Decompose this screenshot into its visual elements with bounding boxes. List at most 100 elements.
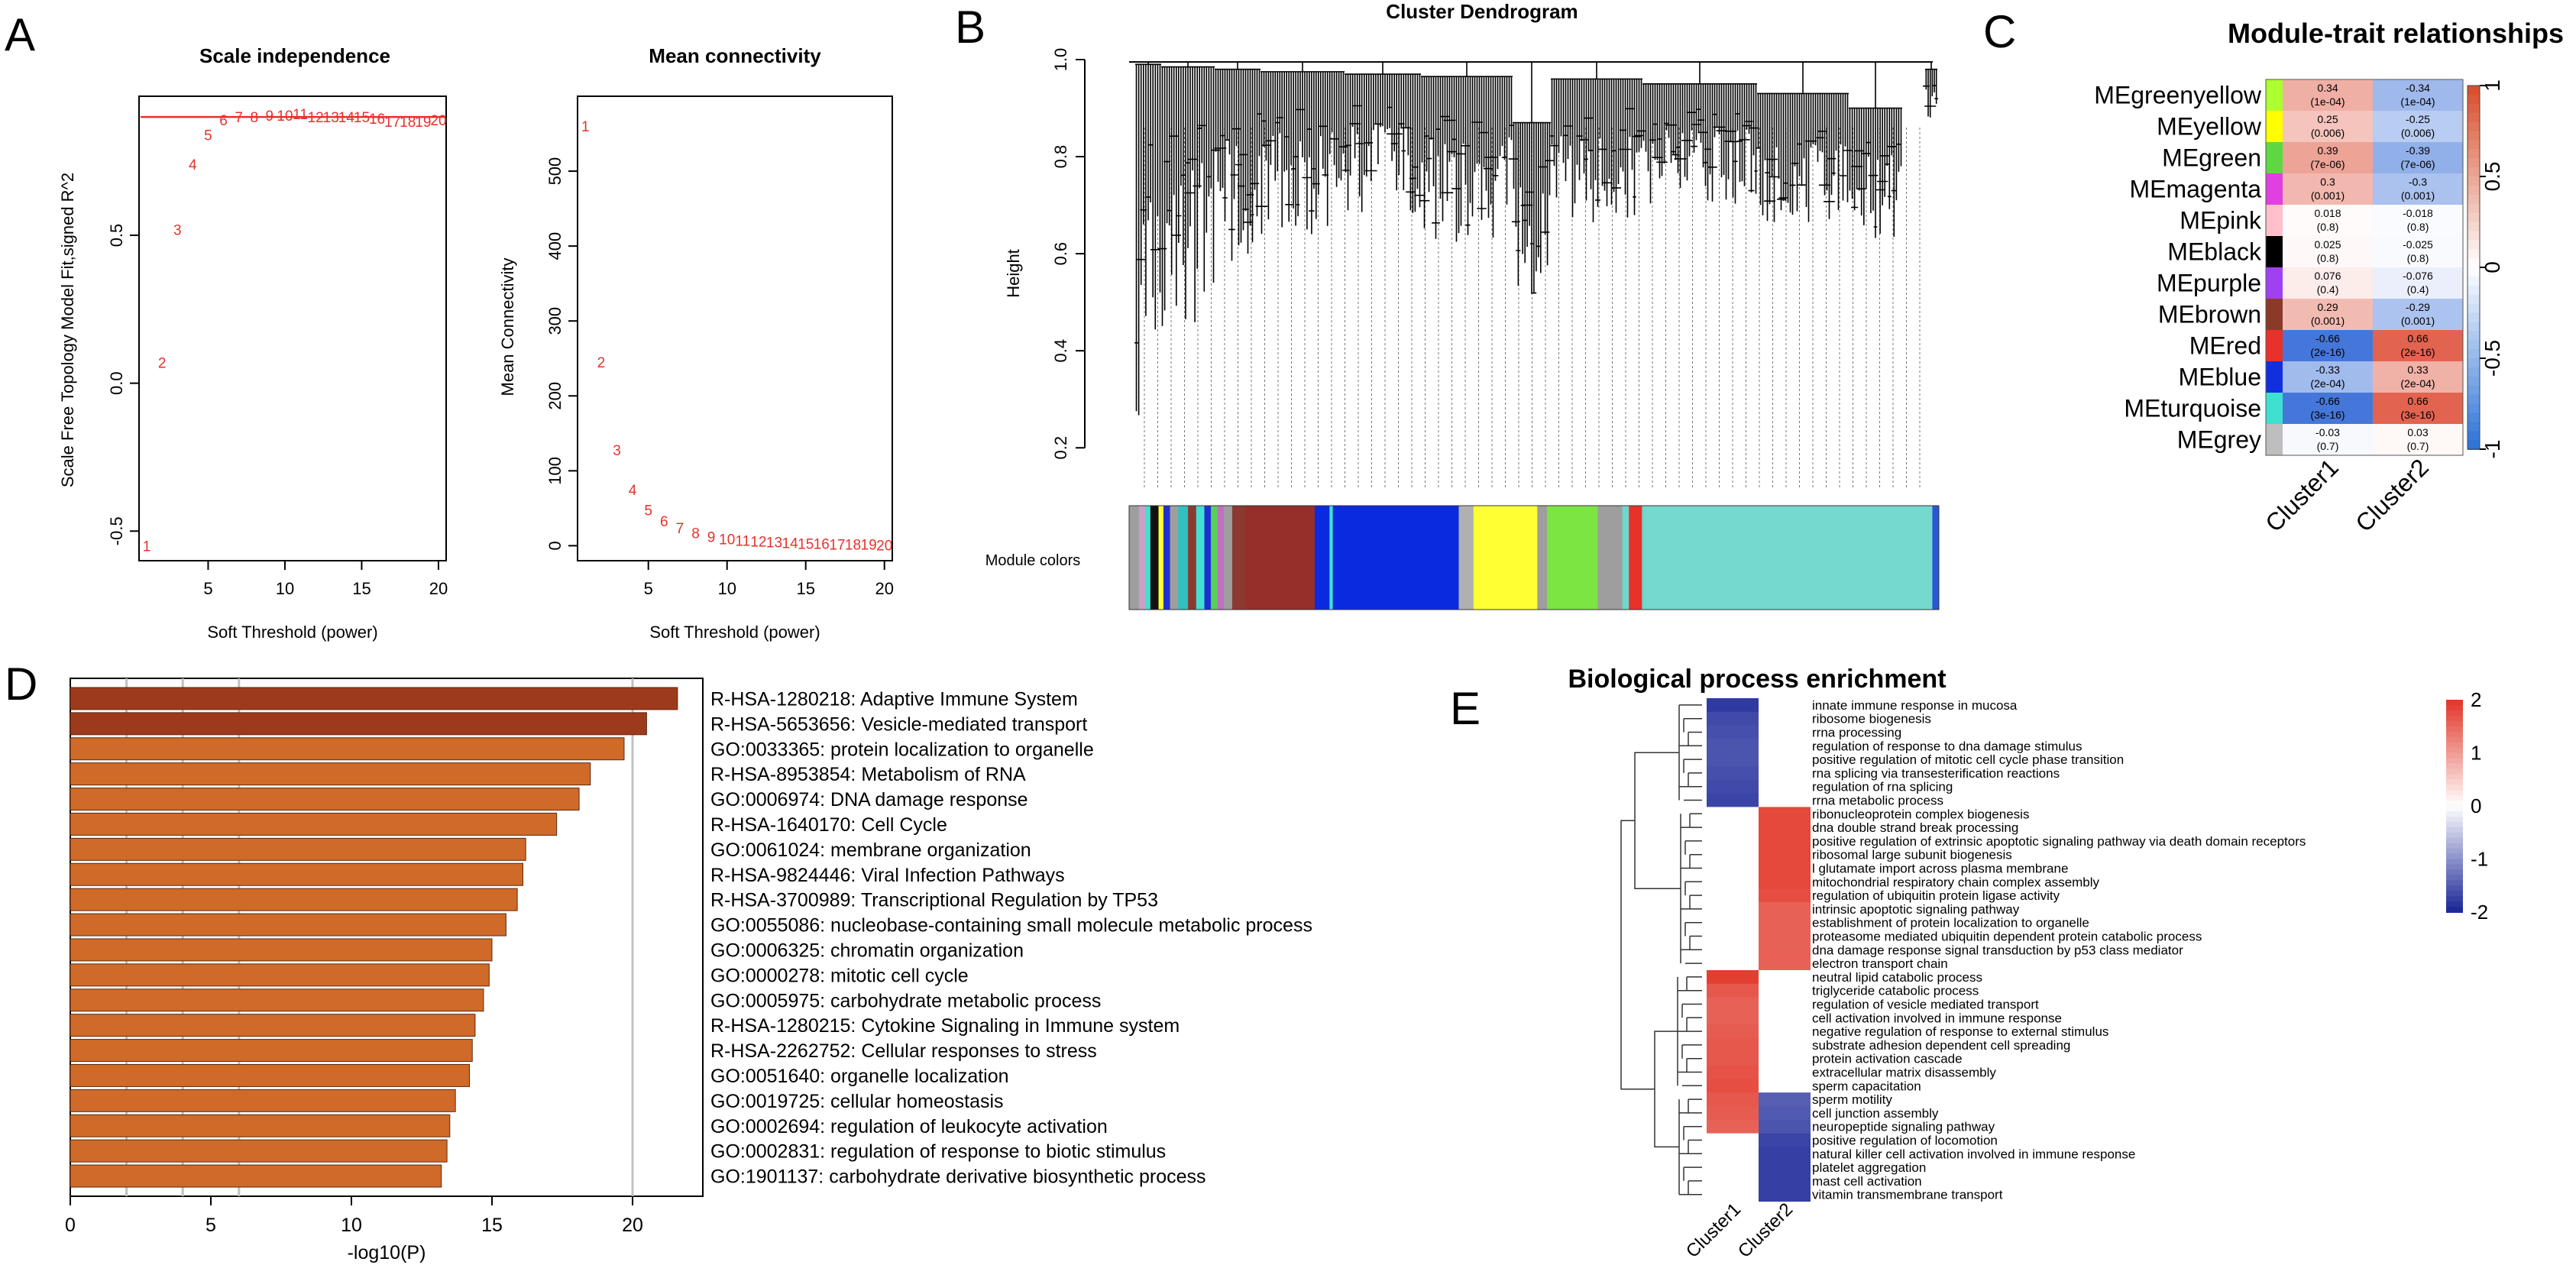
enrichment-bar (70, 888, 518, 911)
scale-independence-point-label: 19 (415, 115, 431, 131)
scale-independence-xtick-label: 20 (429, 579, 448, 598)
module-trait-correlation: -0.34 (2406, 82, 2430, 94)
enrichment-xtick-label: 20 (622, 1215, 643, 1236)
bp-enrichment-cell (1707, 1106, 1759, 1121)
module-trait-scale-step (2468, 294, 2480, 305)
module-name-label: MEturquoise (2124, 395, 2261, 422)
scale-independence-x-axis: 5 10 15 20 (203, 561, 448, 598)
enrichment-term-label: R-HSA-3700989: Transcriptional Regulatio… (710, 890, 1158, 911)
bp-enrichment-scale-step (2446, 795, 2463, 802)
module-trait-correlation: 0.33 (2407, 364, 2428, 376)
bp-enrichment-term: platelet aggregation (1812, 1160, 1926, 1175)
scale-independence-point-label: 4 (189, 157, 197, 173)
dendrogram-y-axis: 0.2 0.4 0.6 0.8 1.0 (1051, 48, 1086, 460)
bp-enrichment-cell (1707, 915, 1759, 930)
module-trait-scale-step (2468, 185, 2480, 196)
module-trait-pvalue: (3e-16) (2310, 409, 2345, 421)
dendrogram-branch-cluster (1642, 62, 1758, 204)
dendrogram-branch-cluster (1341, 62, 1426, 213)
bp-enrichment-cell (1707, 698, 1759, 713)
bp-enrichment-scale-step (2446, 710, 2463, 717)
enrichment-term-label: GO:0006325: chromatin organization (710, 940, 1024, 961)
scale-independence-point-label: 13 (323, 110, 339, 126)
module-trait-scale-step (2468, 231, 2480, 241)
bp-enrichment-scale-step (2446, 875, 2463, 882)
bp-enrichment-scale-step (2446, 704, 2463, 711)
scale-independence-point-label: 14 (338, 110, 355, 126)
enrichment-bar (70, 837, 526, 861)
module-trait-correlation: 0.25 (2317, 113, 2338, 125)
bp-enrichment-scale-step (2446, 837, 2463, 844)
bp-enrichment-cell (1707, 983, 1759, 998)
bp-enrichment-term: cell junction assembly (1812, 1106, 1939, 1121)
module-trait-correlation: 0.076 (2314, 270, 2341, 282)
bp-enrichment-cell (1759, 1187, 1811, 1202)
module-color-segment (1150, 506, 1160, 610)
module-trait-pvalue: (7e-06) (2400, 158, 2435, 170)
mean-connectivity-title: Mean connectivity (649, 44, 821, 67)
module-name-label: MEyellow (2157, 113, 2262, 141)
module-color-segment (1188, 506, 1197, 610)
bp-enrichment-cell (1759, 1024, 1811, 1039)
module-trait-scale-step (2468, 103, 2480, 114)
enrichment-term-label: GO:0002831: regulation of response to bi… (710, 1141, 1166, 1163)
module-trait-pvalue: (0.4) (2407, 283, 2429, 296)
scale-independence-point-label: 6 (219, 113, 228, 129)
bp-enrichment-scale-step (2446, 774, 2463, 781)
bp-enrichment-cell (1707, 956, 1759, 971)
module-trait-pvalue: (0.8) (2317, 252, 2339, 264)
bp-enrichment-cell (1707, 1038, 1759, 1053)
bp-enrichment-cell (1707, 861, 1759, 875)
scale-independence-frame (138, 95, 447, 561)
module-trait-scale-step (2468, 149, 2480, 160)
mean-connectivity-point-label: 16 (814, 536, 830, 552)
enrichment-xtick-label: 10 (341, 1215, 362, 1236)
module-color-segment (1211, 506, 1218, 610)
module-trait-scale-step (2468, 240, 2480, 251)
module-trait-scale-step (2468, 358, 2480, 368)
dendrogram-ytick-label: 0.6 (1051, 242, 1070, 266)
module-trait-pvalue: (2e-04) (2310, 377, 2345, 390)
bp-enrichment-scale-label: -2 (2471, 901, 2488, 924)
bp-enrichment-cell (1759, 1079, 1811, 1093)
module-trait-scale-step (2468, 385, 2480, 396)
bp-enrichment-scale-step (2446, 790, 2463, 797)
module-trait-color-scale: 1 0.5 0 -0.5 -1 (2467, 79, 2504, 459)
module-trait-scale-label: -1 (2481, 440, 2504, 459)
bp-enrichment-cell (1707, 1024, 1759, 1039)
module-trait-scale-step (2468, 422, 2480, 432)
module-trait-cell (2373, 330, 2463, 361)
bp-enrichment-term: neutral lipid catabolic process (1812, 970, 1982, 985)
module-trait-panel: Module-trait relationships MEgreenyellow… (2094, 18, 2564, 537)
bp-enrichment-scale-label: 2 (2471, 688, 2481, 711)
module-trait-correlation: -0.03 (2315, 426, 2340, 438)
module-trait-cell (2373, 424, 2463, 455)
mean-connectivity-ytick-label: 100 (545, 457, 565, 485)
bp-enrichment-scale-step (2446, 752, 2463, 759)
module-trait-cell (2283, 142, 2373, 173)
module-name-label: MEgreenyellow (2094, 82, 2262, 109)
enrichment-bars (70, 687, 678, 1188)
enrichment-term-label: R-HSA-2262752: Cellular responses to str… (710, 1040, 1097, 1062)
module-trait-scale-step (2468, 258, 2480, 268)
bp-enrichment-cell (1707, 1187, 1759, 1202)
module-color-segment (1332, 506, 1459, 610)
enrichment-xtick-label: 15 (481, 1215, 503, 1236)
enrichment-term-label: GO:0005975: carbohydrate metabolic proce… (710, 990, 1101, 1011)
module-trait-scale-step (2468, 131, 2480, 141)
bp-enrichment-cell (1707, 902, 1759, 917)
module-color-swatch (2266, 79, 2283, 111)
bp-enrichment-term: substrate adhesion dependent cell spread… (1812, 1038, 2070, 1053)
dendrogram-branch-cluster (1134, 62, 1161, 416)
bp-enrichment-cell (1759, 902, 1811, 917)
bp-enrichment-cell (1707, 875, 1759, 889)
module-color-segment (1129, 506, 1140, 610)
bp-enrichment-cell (1707, 943, 1759, 957)
module-color-segment (1458, 506, 1474, 610)
module-color-segment (1547, 506, 1599, 610)
bp-enrichment-panel: Biological process enrichment Cluster1Cl… (1568, 665, 2488, 1262)
bp-enrichment-scale-label: 0 (2471, 794, 2481, 817)
module-color-segment (1231, 506, 1246, 610)
bp-enrichment-cell (1759, 725, 1811, 739)
